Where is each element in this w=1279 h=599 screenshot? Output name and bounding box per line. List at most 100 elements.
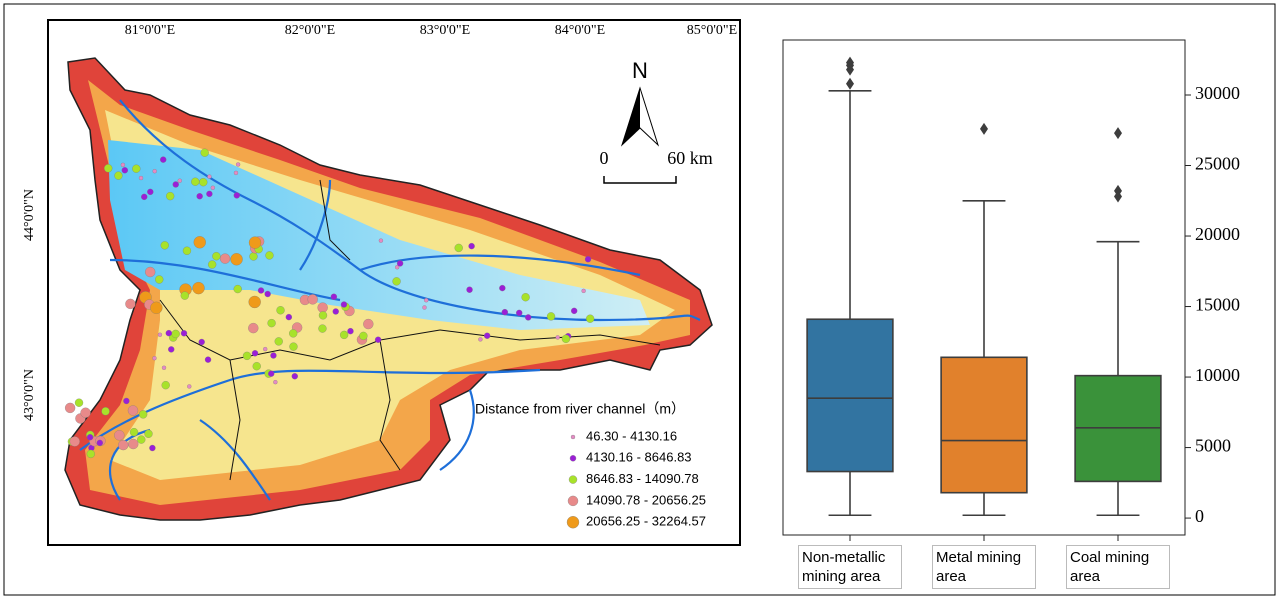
x-tick-label: Non-metallic mining area: [798, 545, 902, 589]
map-point: [275, 337, 283, 345]
map-point: [253, 362, 261, 370]
map-point: [265, 291, 271, 297]
map-point: [484, 333, 490, 339]
map-point: [102, 407, 110, 415]
map-point: [582, 289, 586, 293]
map-point: [547, 312, 555, 320]
y-tick-label: 20000: [1195, 224, 1240, 244]
map-point: [571, 308, 577, 314]
legend-title: Distance from river channel（m）: [475, 401, 685, 417]
legend-swatch: [571, 435, 575, 439]
map-point: [252, 350, 258, 356]
lat-label: 44°0'0"N: [22, 189, 37, 241]
x-tick-label: Coal mining area: [1066, 545, 1170, 589]
map-point: [178, 179, 182, 183]
map-point: [149, 445, 155, 451]
legend-label: 46.30 - 4130.16: [586, 428, 677, 443]
map-point: [147, 189, 153, 195]
map-point: [162, 366, 166, 370]
map-point: [181, 330, 187, 336]
legend-label: 14090.78 - 20656.25: [586, 492, 706, 507]
lon-label: 81°0'0"E: [125, 23, 175, 38]
map-point: [270, 352, 276, 358]
lon-label: 84°0'0"E: [555, 23, 605, 38]
map-point: [166, 192, 174, 200]
map-point: [121, 163, 125, 167]
map-point: [141, 194, 147, 200]
map-point: [137, 436, 145, 444]
map-point: [478, 337, 482, 341]
map-point: [104, 164, 112, 172]
map-point: [422, 305, 426, 309]
map-point: [197, 193, 203, 199]
map-point: [158, 333, 162, 337]
map-point: [393, 277, 401, 285]
map-point: [273, 380, 277, 384]
map-point: [319, 311, 327, 319]
scale-label: 60 km: [667, 148, 713, 168]
map-point: [318, 303, 328, 313]
map-point: [87, 434, 93, 440]
map-point: [289, 343, 297, 351]
map-point: [502, 309, 508, 315]
map-point: [118, 440, 128, 450]
map-point: [234, 171, 238, 175]
map-point: [243, 352, 251, 360]
map-point: [122, 167, 128, 173]
lon-label: 85°0'0"E: [687, 23, 737, 38]
map-point: [379, 239, 383, 243]
map-point: [308, 294, 318, 304]
box: [941, 357, 1027, 492]
map-point: [70, 436, 80, 446]
map-point: [145, 267, 155, 277]
y-tick-label: 5000: [1195, 436, 1231, 456]
map-point: [168, 346, 174, 352]
map-point: [363, 319, 373, 329]
map-point: [194, 236, 206, 248]
map-point: [130, 428, 138, 436]
map-point: [516, 310, 522, 316]
map-point: [585, 256, 591, 262]
map-point: [181, 292, 189, 300]
map-point: [258, 287, 264, 293]
map-point: [248, 323, 258, 333]
legend-swatch: [568, 496, 578, 506]
map-point: [205, 357, 211, 363]
map-point: [455, 244, 463, 252]
map-point: [144, 430, 152, 438]
map-point: [375, 337, 381, 343]
y-tick-label: 15000: [1195, 295, 1240, 315]
flier: [1114, 127, 1122, 139]
map-point: [286, 314, 292, 320]
map-point: [347, 328, 353, 334]
map-point: [199, 339, 205, 345]
map-point: [162, 381, 170, 389]
map-point: [586, 315, 594, 323]
y-tick-label: 10000: [1195, 365, 1240, 385]
map-point: [114, 172, 122, 180]
map-point: [556, 335, 560, 339]
map-point: [166, 330, 172, 336]
map-point: [522, 293, 530, 301]
map-point: [268, 319, 276, 327]
lon-label: 83°0'0"E: [420, 23, 470, 38]
map-point: [220, 254, 230, 264]
legend-swatch: [567, 516, 579, 528]
map-point: [265, 251, 273, 259]
north-label: N: [632, 58, 648, 83]
y-tick-label: 0: [1195, 506, 1204, 526]
map-point: [123, 398, 129, 404]
map-point: [249, 252, 257, 260]
map-point: [172, 330, 180, 338]
legend-label: 20656.25 - 32264.57: [586, 514, 706, 529]
map-point: [277, 306, 285, 314]
flier: [846, 78, 854, 90]
map-point: [87, 450, 95, 458]
map-point: [499, 285, 505, 291]
map-point: [173, 181, 179, 187]
map-point: [150, 302, 162, 314]
map-point: [199, 178, 207, 186]
map-point: [331, 294, 337, 300]
map-point: [191, 178, 199, 186]
box: [807, 319, 893, 471]
